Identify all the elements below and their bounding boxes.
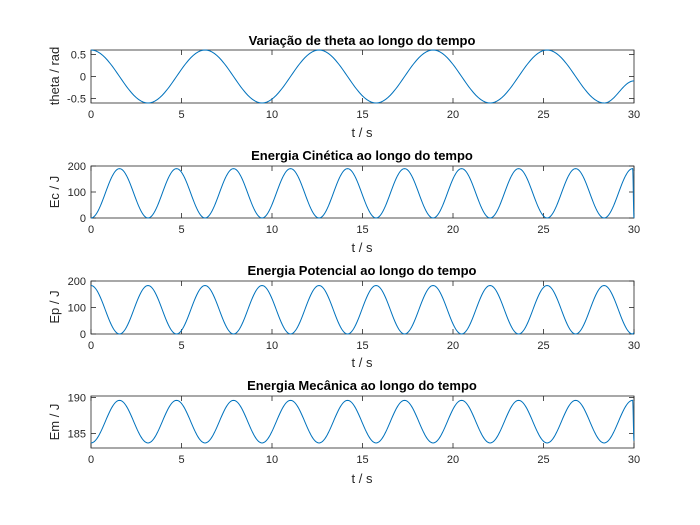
subplot-title: Variação de theta ao longo do tempo <box>249 33 476 48</box>
x-tick-label: 5 <box>178 109 184 121</box>
subplot-title: Energia Mecânica ao longo do tempo <box>247 378 477 393</box>
x-tick-label: 20 <box>447 340 459 352</box>
x-tick-label: 5 <box>178 454 184 466</box>
x-tick-label: 0 <box>88 224 94 236</box>
x-tick-label: 10 <box>266 454 278 466</box>
x-tick-label: 15 <box>356 224 368 236</box>
x-axis-label: t / s <box>352 125 373 140</box>
y-tick-label: 100 <box>68 187 86 199</box>
subplot-mechanical-energy: Energia Mecânica ao longo do tempo 0 5 10 1… <box>47 378 640 486</box>
x-axis-label: t / s <box>352 240 373 255</box>
series-line-theta <box>90 49 635 104</box>
x-tick-label: 10 <box>266 224 278 236</box>
subplot-theta: Variação de theta ao longo do tempo 0 5 10… <box>47 33 640 140</box>
x-tick-label: 20 <box>447 109 459 121</box>
x-tick-label: 10 <box>266 340 278 352</box>
axis-ticks: 0 5 10 15 20 25 30-0.500.5 <box>67 49 640 121</box>
x-tick-label: 0 <box>88 340 94 352</box>
x-tick-label: 5 <box>178 224 184 236</box>
y-axis-label: Em / J <box>47 404 62 441</box>
x-tick-label: 15 <box>356 340 368 352</box>
x-tick-label: 0 <box>88 109 94 121</box>
y-tick-label: 0 <box>80 329 86 341</box>
x-tick-label: 25 <box>537 454 549 466</box>
y-tick-label: 0.5 <box>71 49 86 61</box>
y-axis-label: Ec / J <box>47 176 62 209</box>
y-tick-label: 200 <box>68 276 86 288</box>
x-tick-label: 15 <box>356 109 368 121</box>
axis-ticks: 0 5 10 15 20 25 30 185 190 <box>68 392 640 466</box>
x-axis-label: t / s <box>352 355 373 370</box>
x-tick-label: 25 <box>537 340 549 352</box>
axes-box <box>90 49 635 104</box>
y-axis-label: theta / rad <box>47 47 62 106</box>
y-axis-label: Ep / J <box>47 290 62 323</box>
axis-ticks: 0 5 10 15 20 25 30 0 100 200 <box>68 161 640 236</box>
subplot-kinetic-energy: Energia Cinética ao longo do tempo 0 5 10 1… <box>47 148 640 255</box>
x-tick-label: 25 <box>537 109 549 121</box>
x-tick-label: 30 <box>628 224 640 236</box>
x-tick-label: 15 <box>356 454 368 466</box>
x-tick-label: 5 <box>178 340 184 352</box>
axes-box <box>90 165 635 219</box>
y-tick-label: -0.5 <box>67 94 86 106</box>
y-tick-label: 0 <box>80 213 86 225</box>
y-tick-label: 185 <box>68 429 86 441</box>
subplot-title: Energia Cinética ao longo do tempo <box>251 148 473 163</box>
y-tick-label: 190 <box>68 392 86 404</box>
x-tick-label: 30 <box>628 109 640 121</box>
x-tick-label: 25 <box>537 224 549 236</box>
subplot-title: Energia Potencial ao longo do tempo <box>248 263 477 278</box>
y-tick-label: 100 <box>68 303 86 315</box>
x-tick-label: 10 <box>266 109 278 121</box>
x-tick-label: 30 <box>628 454 640 466</box>
series-line-em <box>90 399 635 444</box>
x-tick-label: 20 <box>447 224 459 236</box>
y-tick-label: 0 <box>80 72 86 84</box>
subplot-potential-energy: Energia Potencial ao longo do tempo 0 5 10… <box>47 263 640 370</box>
x-tick-label: 0 <box>88 454 94 466</box>
x-tick-label: 20 <box>447 454 459 466</box>
x-tick-label: 30 <box>628 340 640 352</box>
x-axis-label: t / s <box>352 471 373 486</box>
series-line-ep <box>90 284 635 335</box>
series-line-ec <box>90 168 635 219</box>
y-tick-label: 200 <box>68 161 86 173</box>
